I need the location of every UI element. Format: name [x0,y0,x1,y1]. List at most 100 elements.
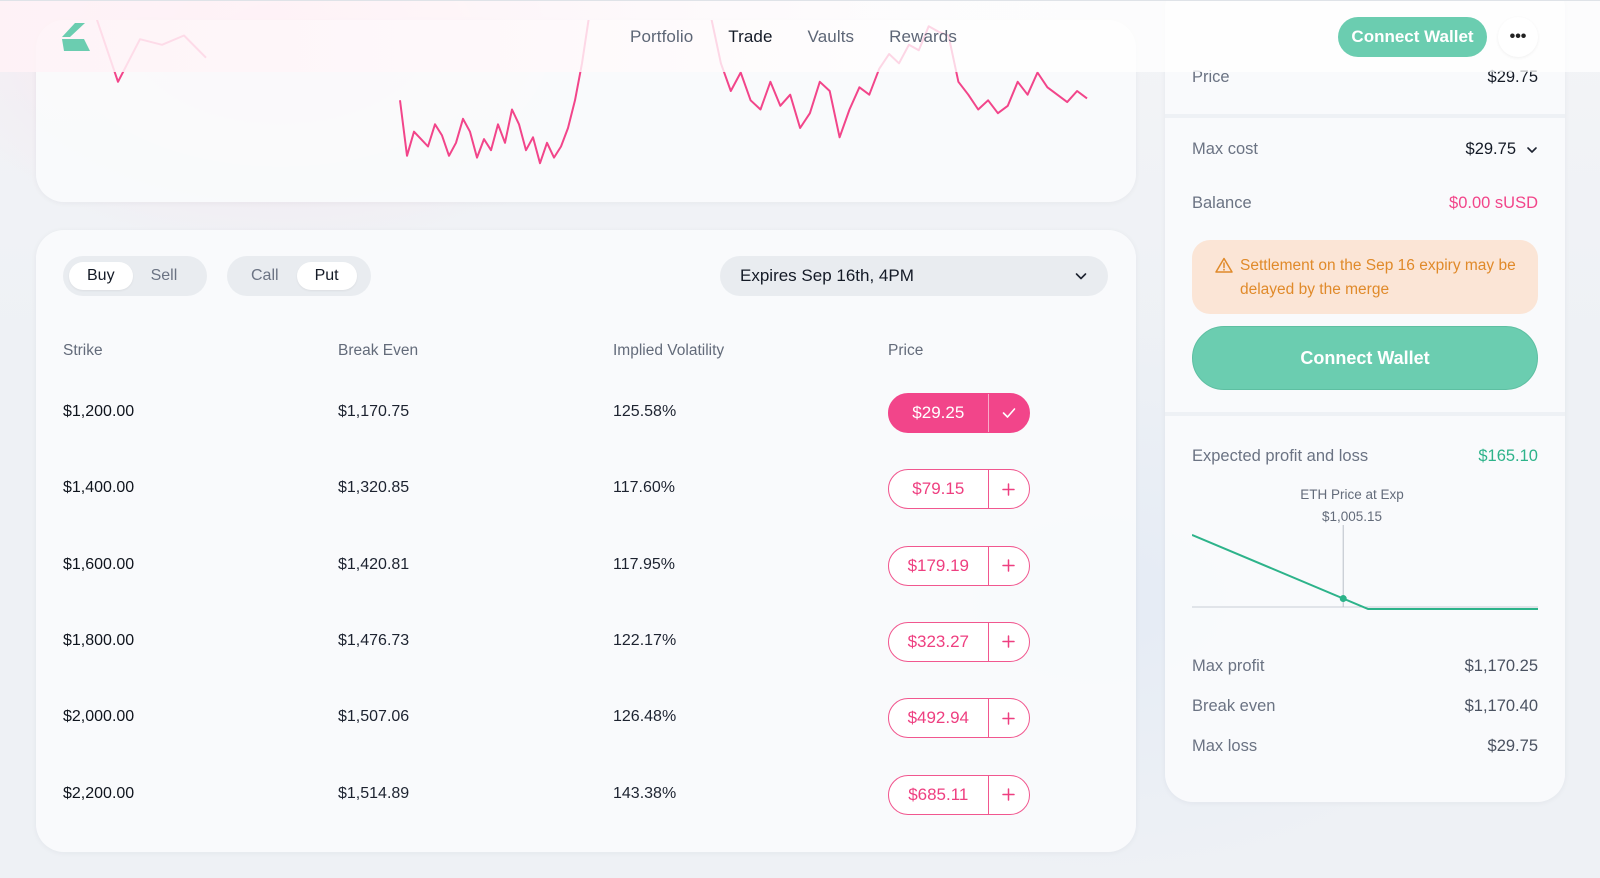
plus-icon [987,775,1029,814]
column-header-price: Price [888,342,924,359]
plus-icon [987,470,1029,509]
connect-wallet-button[interactable]: Connect Wallet [1192,326,1538,390]
header-connect-wallet-button[interactable]: Connect Wallet [1338,17,1487,57]
max-loss-row: Max loss $29.75 [1192,737,1538,756]
option-price-value: $179.19 [907,555,970,575]
option-price-value: $492.94 [907,708,970,728]
break-even-cell: $1,507.06 [338,708,410,726]
max-cost-row[interactable]: Max cost $29.75 [1192,140,1538,159]
break-even-value: $1,170.40 [1464,697,1538,715]
implied-volatility-cell: 143.38% [613,784,677,802]
options-chain-card: Buy Sell Call Put Expires Sep 16th, 4PM … [36,230,1136,852]
expiry-select[interactable]: Expires Sep 16th, 4PM [720,256,1108,296]
pnl-row: Expected profit and loss $165.10 [1192,447,1538,466]
price-label: Price [1192,68,1230,86]
nav-item-trade[interactable]: Trade [728,27,773,46]
option-price-button[interactable]: $323.27 [888,621,1030,662]
option-price-value: $29.25 [912,403,965,422]
option-price-value: $685.11 [908,784,969,804]
break-even-cell: $1,320.85 [338,479,410,497]
column-header-strike: Strike [63,342,103,359]
option-price-value: $79.15 [912,479,965,499]
option-price-button[interactable]: $685.11 [888,774,1030,815]
implied-volatility-cell: 117.95% [613,555,675,573]
pnl-label: Expected profit and loss [1192,447,1369,465]
table-row[interactable]: $1,400.00 $1,320.85 117.60% $79.15 [36,469,1136,510]
break-even-cell: $1,420.81 [338,555,410,573]
table-row[interactable]: $1,800.00 $1,476.73 122.17% $323.27 [36,621,1136,662]
implied-volatility-cell: 125.58% [613,403,677,420]
check-icon [987,394,1029,432]
option-price-button[interactable]: $29.25 [888,393,1030,433]
strike-cell: $1,400.00 [63,479,135,497]
plus-icon [987,699,1029,738]
main-nav: Portfolio Trade Vaults Rewards [630,1,992,73]
call-toggle-option[interactable]: Call [251,267,279,284]
balance-row: Balance $0.00 sUSD [1192,194,1538,213]
divider [1165,412,1565,416]
sell-toggle-option[interactable]: Sell [150,267,178,284]
strike-cell: $2,000.00 [63,708,135,726]
max-loss-label: Max loss [1192,737,1258,755]
max-loss-value: $29.75 [1487,737,1538,755]
implied-volatility-cell: 126.48% [613,708,677,726]
max-cost-label: Max cost [1192,140,1259,158]
buy-toggle-option[interactable]: Buy [69,262,133,290]
expiry-label: Expires Sep 16th, 4PM [740,266,914,285]
option-price-button[interactable]: $492.94 [888,698,1030,739]
eth-price-at-exp-label: ETH Price at Exp [1300,487,1404,502]
table-row[interactable]: $2,000.00 $1,507.06 126.48% $492.94 [36,698,1136,739]
break-even-cell: $1,514.89 [338,784,410,802]
option-price-button[interactable]: $79.15 [888,469,1030,510]
payoff-line [1192,533,1538,610]
nav-item-portfolio[interactable]: Portfolio [630,27,694,46]
eth-price-at-exp-value: $1,005.15 [1321,509,1383,524]
pnl-value: $165.10 [1478,447,1538,465]
option-price-value: $323.27 [907,631,970,651]
price-line-segment [399,20,590,165]
balance-label: Balance [1192,194,1252,212]
max-profit-row: Max profit $1,170.25 [1192,657,1538,676]
warning-text: Settlement on the Sep 16 expiry may be d… [1240,257,1516,298]
top-navbar: Portfolio Trade Vaults Rewards Connect Wall… [0,0,1600,72]
nav-item-rewards[interactable]: Rewards [889,27,957,46]
divider [1165,114,1565,118]
more-horizontal-icon: ••• [1509,28,1527,45]
strike-cell: $1,800.00 [63,631,135,649]
max-cost-value: $29.75 [1465,140,1516,158]
strike-cell: $1,600.00 [63,555,135,573]
eth-price-marker-dot [1339,595,1347,603]
buy-sell-toggle: Buy Sell [63,256,207,296]
nav-item-vaults[interactable]: Vaults [807,27,855,46]
max-profit-label: Max profit [1192,657,1265,675]
break-even-row: Break even $1,170.40 [1192,697,1538,716]
implied-volatility-cell: 117.60% [613,479,675,497]
options-table-header: Strike Break Even Implied Volatility Pri… [36,342,1136,362]
break-even-cell: $1,476.73 [338,631,410,649]
more-options-button[interactable]: ••• [1498,17,1538,57]
call-put-toggle: Call Put [227,256,371,296]
column-header-break-even: Break Even [338,342,419,359]
implied-volatility-cell: 122.17% [613,631,677,649]
max-cost-dropdown[interactable]: $29.75 [1466,140,1538,159]
settlement-warning: Settlement on the Sep 16 expiry may be d… [1192,240,1538,314]
max-profit-value: $1,170.25 [1464,657,1538,675]
table-row[interactable]: $2,200.00 $1,514.89 143.38% $685.11 [36,774,1136,815]
put-toggle-option[interactable]: Put [296,262,357,290]
pnl-chart [1192,525,1538,610]
order-panel: Price $29.75 Max cost $29.75 Balance $0.… [1165,0,1565,802]
table-row[interactable]: $1,600.00 $1,420.81 117.95% $179.19 [36,545,1136,586]
strike-cell: $1,200.00 [63,403,135,420]
break-even-label: Break even [1192,697,1276,715]
table-row[interactable]: $1,200.00 $1,170.75 125.58% $29.25 [36,393,1136,433]
column-header-implied-volatility: Implied Volatility [613,342,725,359]
plus-icon [987,546,1029,585]
option-price-button[interactable]: $179.19 [888,545,1030,586]
balance-value: $0.00 sUSD [1449,194,1538,212]
lyra-logo-icon[interactable] [62,23,92,51]
price-value: $29.75 [1487,68,1538,86]
break-even-cell: $1,170.75 [338,403,410,420]
chevron-down-icon [1527,146,1537,153]
chevron-down-icon [1075,273,1087,280]
strike-cell: $2,200.00 [63,784,135,802]
